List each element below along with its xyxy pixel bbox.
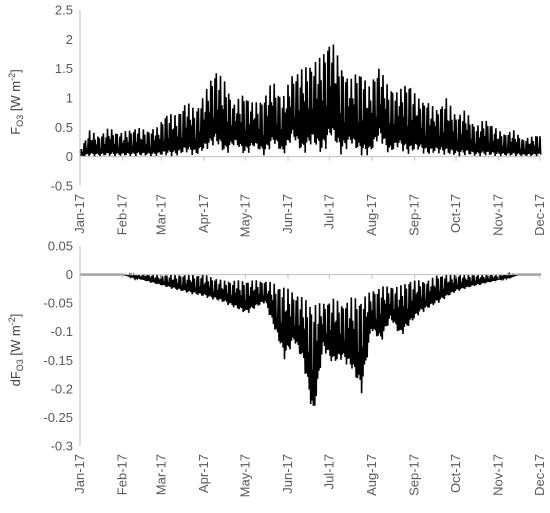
y-tick-label: 1 [66, 91, 73, 106]
x-tick-label: Nov-17 [491, 454, 506, 496]
y-tick-label: -0.5 [51, 179, 73, 194]
x-tick-label: May-17 [237, 194, 252, 237]
x-tick-label: Dec-17 [532, 454, 547, 496]
y-tick-label: 0 [66, 267, 73, 282]
x-tick-label: Apr-17 [196, 454, 211, 493]
x-tick-label: Mar-17 [153, 454, 168, 495]
x-tick-label: Jan-17 [72, 454, 87, 494]
series-line [79, 44, 542, 157]
x-tick-label: Feb-17 [115, 194, 130, 235]
x-tick-label: Mar-17 [153, 194, 168, 235]
x-tick-label: Dec-17 [532, 194, 547, 236]
x-tick-label: Nov-17 [491, 194, 506, 236]
series-line [80, 271, 541, 406]
y-axis-label: FO3 [W m-2] [7, 69, 25, 135]
series-layer [80, 271, 541, 406]
y-tick-label: 2.5 [55, 3, 73, 18]
y-tick-label: -0.05 [43, 296, 73, 311]
y-tick-label: -0.25 [43, 410, 73, 425]
y-tick-label: 2 [66, 32, 73, 47]
ozone-flux-panel: FO3 [W m-2] -0.5 0 0.5 1 1.5 2 2.5 Jan-17 Feb-1… [7, 3, 547, 238]
y-tick-label: 1.5 [55, 61, 73, 76]
y-tick-labels: -0.5 0 0.5 1 1.5 2 2.5 [51, 3, 73, 194]
x-tick-label: May-17 [237, 454, 252, 497]
x-tick-label: Jun-17 [280, 454, 295, 494]
y-tick-labels: -0.3 -0.25 -0.2 -0.15 -0.1 -0.05 0 0.05 [43, 239, 73, 454]
y-axis-label: dFO3 [W m-2] [7, 314, 25, 387]
series-layer [79, 44, 542, 157]
y-tick-label: -0.1 [51, 324, 73, 339]
x-tick-label: Jul-17 [321, 454, 336, 489]
x-tick-labels: Jan-17 Feb-17 Mar-17 Apr-17 May-17 Jun-17 Jul-… [72, 156, 547, 237]
y-tick-label: 0.5 [55, 120, 73, 135]
y-tick-label: -0.3 [51, 439, 73, 454]
x-tick-labels: Jan-17 Feb-17 Mar-17 Apr-17 May-17 Jun-17 Jul-… [72, 274, 547, 497]
x-tick-label: Jun-17 [280, 194, 295, 234]
x-tick-label: Oct-17 [448, 194, 463, 233]
x-tick-label: Jan-17 [72, 194, 87, 234]
y-tick-label: 0 [66, 149, 73, 164]
x-tick-label: Sep-17 [407, 194, 422, 236]
x-tick-label: Jul-17 [321, 194, 336, 229]
x-tick-label: Feb-17 [115, 454, 130, 495]
x-tick-label: Oct-17 [448, 454, 463, 493]
y-tick-label: -0.15 [43, 353, 73, 368]
y-tick-label: 0.05 [48, 239, 73, 254]
x-tick-label: Apr-17 [196, 194, 211, 233]
x-tick-label: Aug-17 [364, 454, 379, 496]
y-tick-label: -0.2 [51, 381, 73, 396]
x-tick-label: Sep-17 [407, 454, 422, 496]
x-tick-label: Aug-17 [364, 194, 379, 236]
ozone-flux-change-panel: dFO3 [W m-2] -0.3 -0.25 -0.2 -0.15 -0.1 -0.05… [7, 239, 547, 498]
